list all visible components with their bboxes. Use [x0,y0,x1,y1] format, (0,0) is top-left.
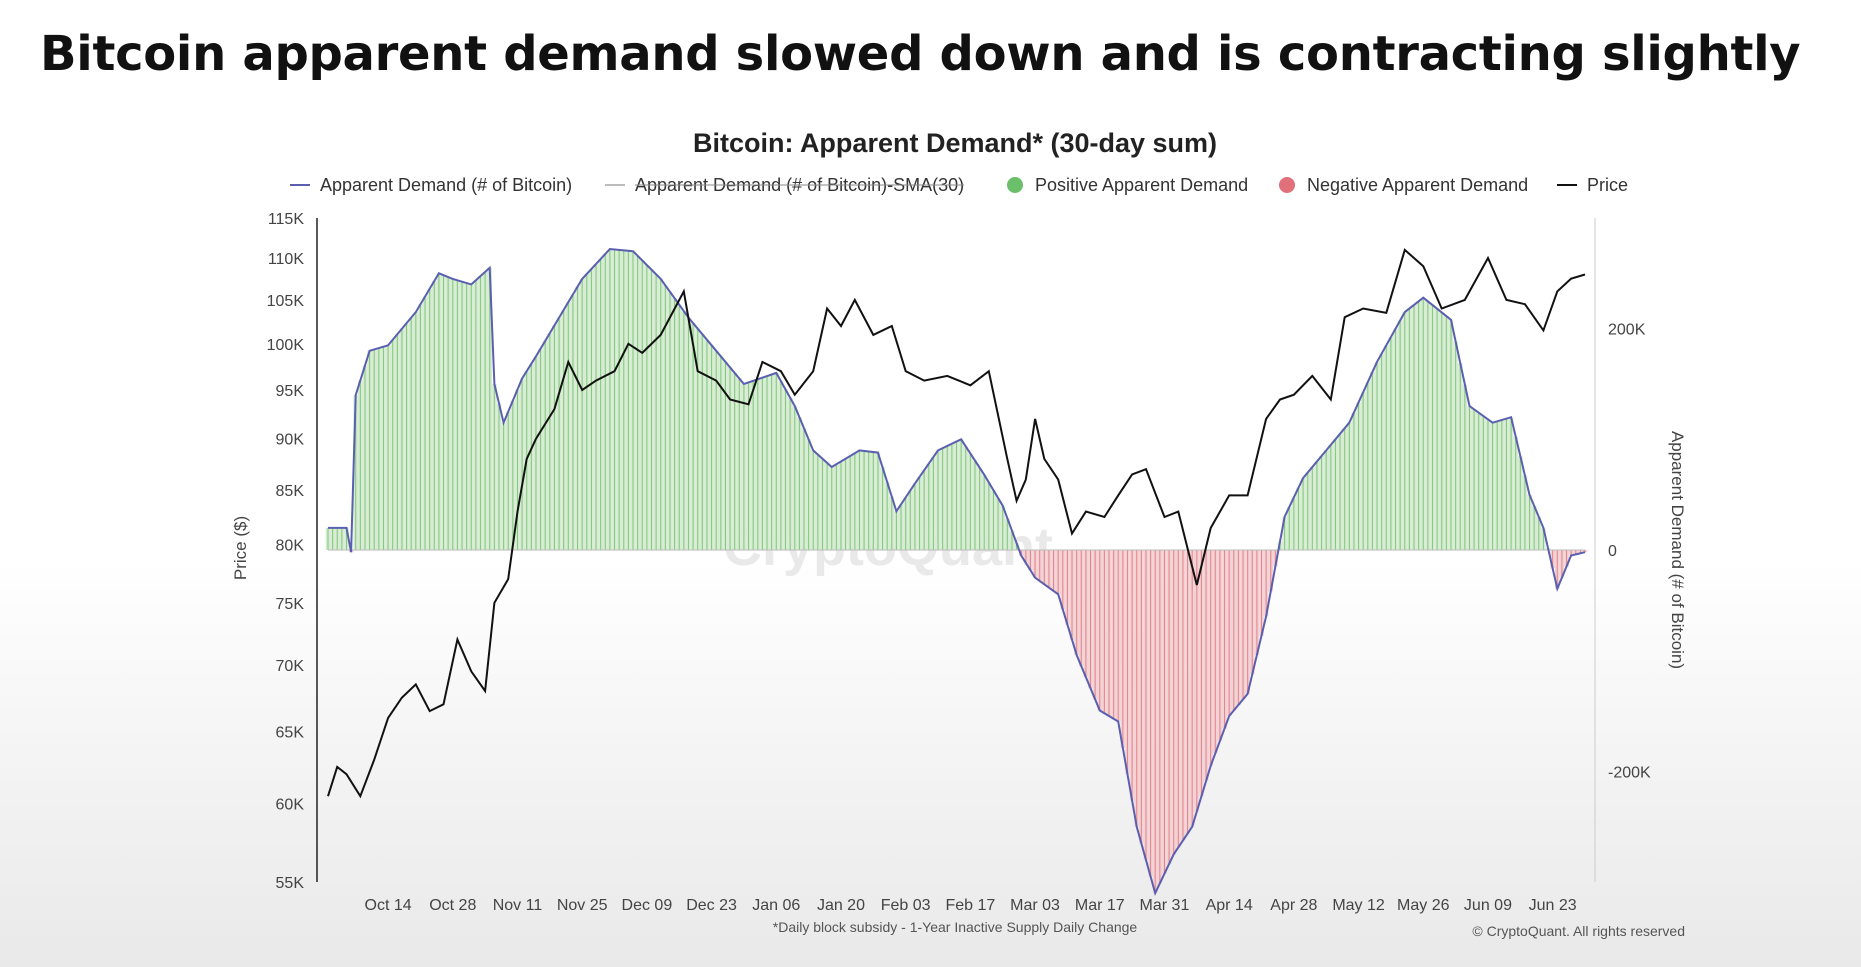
x-tick-label: Mar 31 [1140,897,1190,914]
x-tick-label: Dec 23 [686,897,737,914]
page-headline: Bitcoin apparent demand slowed down and … [40,26,1801,82]
legend-label-0: Apparent Demand (# of Bitcoin) [320,175,572,195]
x-tick-label: Feb 03 [881,897,931,914]
left-axis-label: Price ($) [231,516,250,580]
right-tick-label: 200K [1608,322,1646,339]
x-tick-label: Jun 23 [1529,897,1577,914]
right-axis-ticks: 200K 0 -200K [1608,322,1651,782]
left-tick-label: 75K [276,596,305,613]
right-axis-label: Apparent Demand (# of Bitcoin) [1668,431,1687,669]
right-tick-label: -200K [1608,764,1651,781]
left-tick-label: 110K [268,251,305,268]
x-tick-label: Jan 20 [817,897,865,914]
chart-title: Bitcoin: Apparent Demand* (30-day sum) [693,128,1217,158]
x-tick-label: Nov 25 [557,897,608,914]
left-tick-label: 60K [276,797,305,814]
left-tick-label: 90K [276,432,305,449]
x-tick-label: Nov 11 [493,897,543,914]
left-tick-label: 115K [268,211,305,228]
x-tick-label: Jun 09 [1464,897,1512,914]
footnote: *Daily block subsidy - 1-Year Inactive S… [773,919,1138,935]
x-tick-label: Mar 17 [1075,897,1125,914]
left-tick-label: 95K [276,383,305,400]
x-tick-label: Apr 14 [1206,897,1253,914]
x-tick-label: Apr 28 [1270,897,1317,914]
legend-label-4: Price [1587,175,1628,195]
left-tick-label: 105K [267,293,305,310]
legend-label-3: Negative Apparent Demand [1307,175,1528,195]
x-tick-label: May 26 [1397,897,1450,914]
left-tick-label: 100K [267,337,305,354]
apparent-demand-line [328,247,1586,896]
x-axis-ticks: Oct 14 Oct 28 Nov 11 Nov 25 Dec 09 Dec 23 Jan … [365,897,1577,914]
demand-bars [325,248,1588,894]
legend-label-2: Positive Apparent Demand [1035,175,1248,195]
x-tick-label: Jan 06 [752,897,800,914]
left-tick-label: 65K [276,725,305,742]
left-tick-label: 80K [276,538,305,555]
right-tick-label: 0 [1608,543,1617,560]
left-tick-label: 70K [276,658,305,675]
x-tick-label: May 12 [1332,897,1385,914]
legend-swatch-2 [1007,177,1023,193]
left-tick-label: 85K [276,483,305,500]
left-tick-label: 55K [276,875,305,892]
x-tick-label: Dec 09 [622,897,673,914]
chart-legend: Apparent Demand (# of Bitcoin) Apparent D… [290,175,1628,195]
x-tick-label: Oct 14 [365,897,412,914]
x-tick-label: Mar 03 [1010,897,1060,914]
legend-swatch-3 [1279,177,1295,193]
x-tick-label: Feb 17 [945,897,995,914]
copyright: © CryptoQuant. All rights reserved [1472,923,1685,939]
x-tick-label: Oct 28 [429,897,476,914]
left-axis-ticks: 55K 60K 65K 70K 75K 80K 85K 90K 95K 100K 105K 110K 1… [267,211,305,892]
price-line [327,248,1586,799]
